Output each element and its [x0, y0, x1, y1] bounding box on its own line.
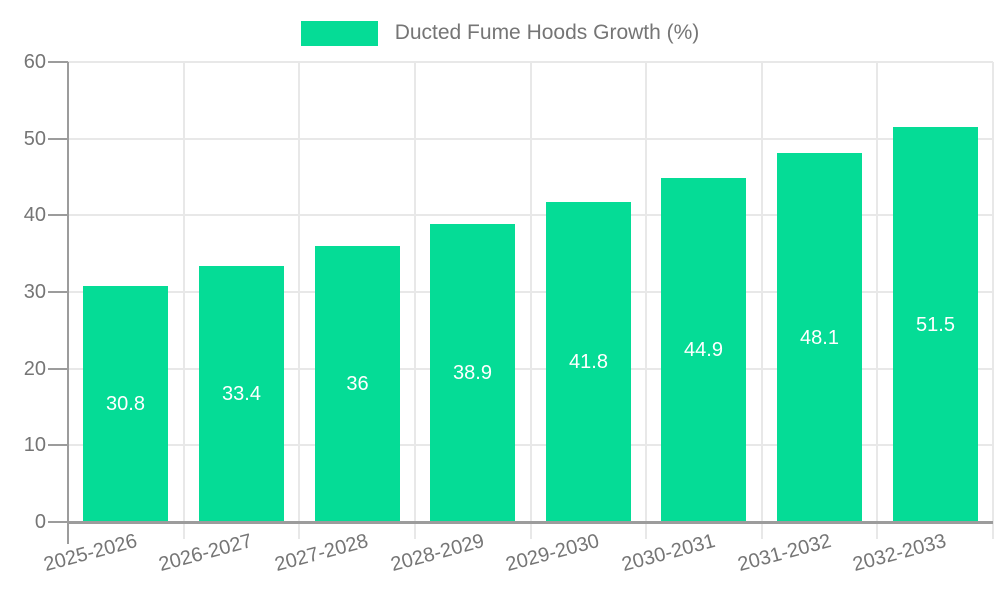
y-axis-line: [67, 62, 69, 544]
x-gridline: [298, 62, 301, 539]
x-category-label: 2027-2028: [272, 529, 371, 576]
y-axis-tick-label: 40: [23, 204, 46, 227]
y-axis-tick: [48, 444, 68, 447]
y-axis-tick: [48, 367, 68, 370]
y-axis-tick-label: 30: [23, 281, 46, 303]
y-axis-tick-label: 60: [23, 51, 46, 73]
x-gridline: [529, 62, 532, 539]
y-axis-tick-label: 50: [23, 127, 46, 150]
legend[interactable]: Ducted Fume Hoods Growth (%): [0, 16, 1000, 50]
bar[interactable]: [893, 127, 978, 522]
y-axis-tick-label: 0: [34, 511, 46, 533]
x-axis-line: [68, 521, 993, 524]
x-category-label: 2025-2026: [41, 529, 140, 576]
bar[interactable]: [315, 246, 400, 522]
y-axis-tick: [48, 214, 68, 217]
bar[interactable]: [661, 178, 746, 522]
x-category-label: 2028-2029: [388, 529, 487, 576]
bar[interactable]: [546, 202, 631, 522]
x-gridline: [992, 62, 994, 539]
bar[interactable]: [430, 224, 515, 522]
legend-label: Ducted Fume Hoods Growth (%): [394, 21, 700, 44]
y-axis-tick: [48, 521, 68, 523]
x-gridline: [760, 62, 763, 539]
x-gridline: [413, 62, 416, 539]
x-gridline: [876, 62, 879, 539]
bar[interactable]: [777, 153, 862, 522]
y-axis-tick-label: 20: [23, 357, 46, 380]
x-category-label: 2031-2032: [735, 529, 834, 576]
x-gridline: [645, 62, 648, 539]
y-axis-tick: [48, 61, 68, 63]
x-category-label: 2030-2031: [619, 529, 718, 576]
x-gridline: [182, 62, 185, 539]
bar[interactable]: [83, 286, 168, 522]
legend-swatch: [300, 20, 378, 46]
y-axis-tick: [48, 291, 68, 293]
y-axis-tick: [48, 137, 68, 140]
bar[interactable]: [199, 266, 284, 522]
x-category-label: 2029-2030: [503, 529, 602, 576]
x-category-label: 2032-2033: [850, 529, 949, 576]
x-category-label: 2026-2027: [156, 529, 255, 576]
y-axis-tick-label: 10: [23, 434, 46, 457]
